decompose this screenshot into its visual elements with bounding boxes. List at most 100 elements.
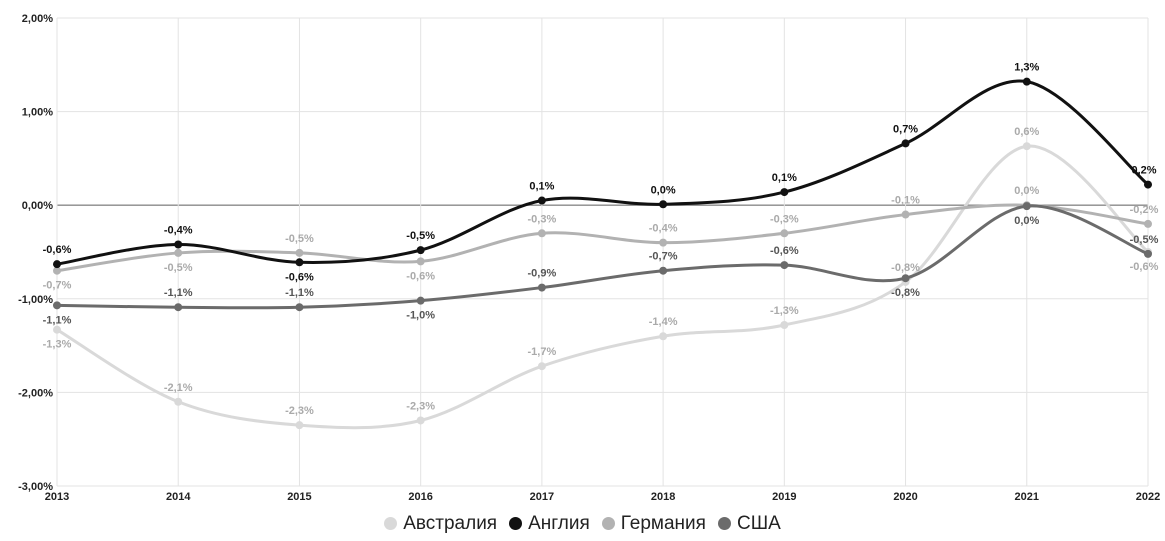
data-point bbox=[174, 303, 183, 312]
data-point bbox=[1144, 249, 1152, 258]
data-point bbox=[659, 200, 668, 209]
data-label: 1,3% bbox=[1014, 62, 1039, 74]
data-point bbox=[780, 261, 789, 270]
data-point bbox=[416, 246, 425, 255]
data-label: -0,1% bbox=[891, 195, 920, 207]
data-point bbox=[174, 240, 183, 249]
data-label: -2,1% bbox=[164, 382, 193, 394]
data-label: -1,1% bbox=[285, 287, 314, 299]
data-point bbox=[174, 248, 183, 257]
y-tick-label: -2,00% bbox=[18, 387, 53, 399]
data-point bbox=[659, 238, 668, 247]
legend-item: Англия bbox=[509, 513, 590, 535]
x-tick-label: 2013 bbox=[45, 491, 69, 503]
data-label: -1,4% bbox=[649, 316, 678, 328]
data-label: 0,7% bbox=[893, 123, 918, 135]
data-point bbox=[295, 248, 304, 257]
data-label: -1,1% bbox=[164, 287, 193, 299]
data-label: 0,2% bbox=[1131, 165, 1156, 177]
data-point bbox=[659, 266, 668, 275]
series-line bbox=[56, 203, 1149, 273]
legend-dot-icon bbox=[509, 517, 523, 530]
data-point bbox=[537, 283, 546, 292]
y-tick-label: 0,00% bbox=[22, 200, 53, 212]
data-label: -0,6% bbox=[406, 270, 435, 282]
data-label: -1,0% bbox=[406, 310, 435, 322]
data-label: -0,5% bbox=[285, 233, 314, 245]
data-point bbox=[174, 397, 183, 406]
y-tick-label: 1,00% bbox=[22, 107, 53, 119]
data-point bbox=[416, 257, 425, 266]
legend-item: Австралия bbox=[384, 513, 497, 535]
data-label: -1,3% bbox=[43, 339, 72, 351]
data-label: -0,6% bbox=[1130, 261, 1159, 273]
data-point bbox=[53, 260, 61, 269]
x-tick-label: 2015 bbox=[287, 491, 311, 503]
data-label: -0,8% bbox=[891, 287, 920, 299]
data-point bbox=[53, 266, 61, 275]
data-label: -0,6% bbox=[43, 244, 72, 256]
legend-dot-icon bbox=[601, 517, 615, 530]
data-label: -0,3% bbox=[528, 213, 557, 225]
series-line bbox=[56, 144, 1149, 430]
series-line bbox=[56, 79, 1149, 266]
x-tick-label: 2018 bbox=[651, 491, 675, 503]
data-label: -0,9% bbox=[528, 268, 557, 280]
data-point bbox=[901, 274, 910, 283]
y-tick-label: -1,00% bbox=[18, 294, 53, 306]
data-point bbox=[53, 325, 61, 334]
chart-legend: Австралия Англия Германия США bbox=[0, 513, 1165, 535]
data-label: -0,6% bbox=[770, 245, 799, 257]
data-label: -0,5% bbox=[406, 230, 435, 242]
y-tick-label: -3,00% bbox=[18, 481, 53, 493]
data-label: -1,1% bbox=[43, 314, 72, 326]
data-label: -0,3% bbox=[770, 213, 799, 225]
data-label: 0,0% bbox=[1014, 185, 1039, 197]
legend-dot-icon bbox=[717, 517, 731, 530]
legend-label: США bbox=[736, 513, 781, 534]
data-label: 0,0% bbox=[1014, 215, 1039, 227]
data-point bbox=[901, 210, 910, 219]
legend-label: Германия bbox=[620, 513, 706, 534]
data-label: 0,1% bbox=[529, 181, 554, 193]
data-label: 0,6% bbox=[1014, 126, 1039, 138]
legend-item: Германия bbox=[601, 513, 706, 535]
y-tick-label: 2,00% bbox=[22, 13, 53, 25]
legend-label: Австралия bbox=[403, 513, 498, 534]
data-point bbox=[659, 332, 668, 341]
data-point bbox=[1144, 180, 1152, 189]
data-label: -0,5% bbox=[164, 262, 193, 274]
data-point bbox=[901, 139, 910, 148]
data-point bbox=[295, 303, 304, 312]
x-tick-label: 2021 bbox=[1015, 491, 1039, 503]
data-point bbox=[1022, 202, 1031, 211]
data-point bbox=[780, 321, 789, 330]
x-tick-label: 2022 bbox=[1136, 491, 1160, 503]
data-point bbox=[537, 362, 546, 371]
data-point bbox=[1144, 219, 1152, 228]
x-tick-label: 2014 bbox=[166, 491, 191, 503]
data-point bbox=[295, 421, 304, 430]
data-point bbox=[780, 229, 789, 238]
data-point bbox=[416, 296, 425, 305]
x-tick-label: 2016 bbox=[408, 491, 432, 503]
series-line bbox=[56, 204, 1149, 310]
data-point bbox=[537, 196, 546, 205]
data-label: 0,0% bbox=[651, 184, 676, 196]
legend-label: Англия bbox=[528, 513, 590, 534]
x-tick-label: 2020 bbox=[893, 491, 917, 503]
legend-dot-icon bbox=[384, 517, 398, 530]
legend-item: США bbox=[717, 513, 781, 535]
data-label: -0,4% bbox=[164, 225, 193, 237]
data-point bbox=[537, 229, 546, 238]
data-point bbox=[295, 258, 304, 267]
x-tick-label: 2019 bbox=[772, 491, 796, 503]
data-label: -0,7% bbox=[43, 280, 72, 292]
data-label: -0,6% bbox=[285, 271, 314, 283]
x-tick-label: 2017 bbox=[530, 491, 554, 503]
data-label: -0,4% bbox=[649, 223, 678, 235]
data-label: -0,7% bbox=[649, 251, 678, 263]
data-label: -0,8% bbox=[891, 262, 920, 274]
data-label: -2,3% bbox=[406, 400, 435, 412]
